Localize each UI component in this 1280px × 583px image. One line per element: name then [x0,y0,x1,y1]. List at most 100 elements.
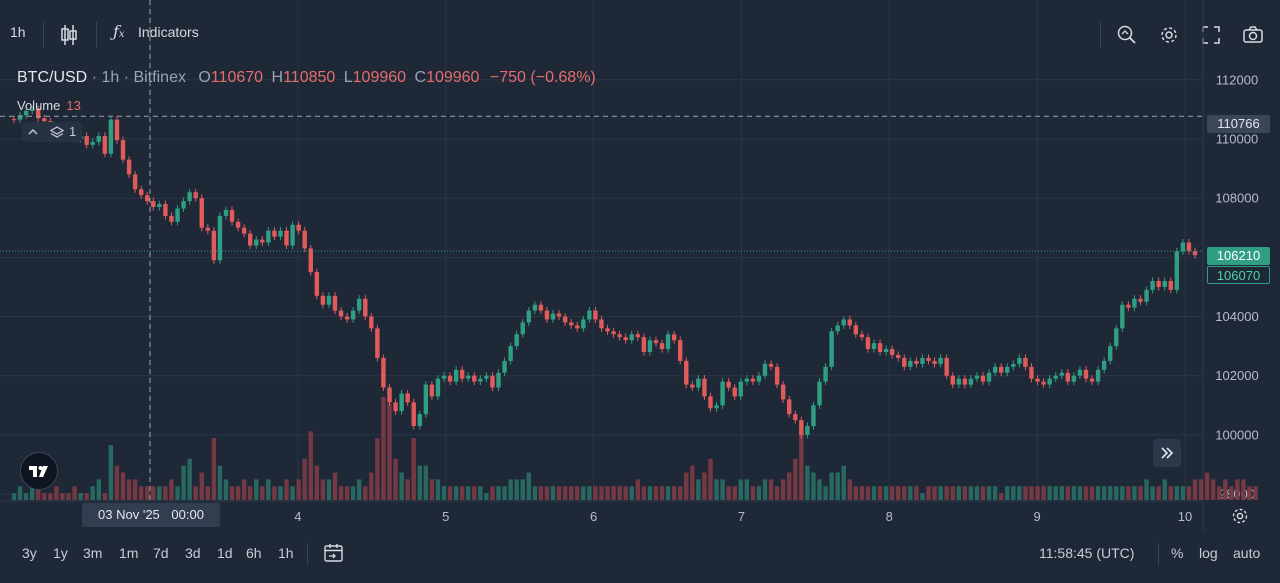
volume-legend: Volume 13 [17,98,81,113]
candle-body [902,357,907,367]
volume-bar [641,486,647,500]
interval-button[interactable]: 1h [10,24,26,40]
candle-body [744,378,750,382]
volume-bar [871,486,877,500]
volume-bar [447,486,453,500]
volume-bar [42,493,47,500]
volume-bar [96,479,101,500]
candle-body [478,378,483,382]
volume-bar [1180,486,1186,500]
range-1h[interactable]: 1h [278,545,294,561]
indicators-button[interactable]: Indicators [138,24,199,40]
volume-bar [665,486,671,500]
layers-icon[interactable] [50,125,64,139]
volume-bar [732,486,737,500]
candle-body [708,396,713,409]
candle-body [151,201,156,208]
candle-body [126,159,132,175]
candle-body [466,375,471,379]
range-6h[interactable]: 6h [246,545,262,561]
candle-body [199,198,204,228]
volume-bar [1053,486,1058,500]
change-value: −750 (−0.68%) [489,69,596,86]
tradingview-logo[interactable] [20,452,58,490]
candle-body [187,192,192,202]
low-value: 109960 [352,69,407,86]
volume-bar [1210,479,1216,500]
range-7d[interactable]: 7d [153,545,169,561]
volume-bar [254,479,259,500]
volume-label[interactable]: Volume [17,98,61,113]
candle-body [787,399,792,415]
range-1m[interactable]: 1m [119,545,139,561]
candle-body [768,363,774,367]
volume-bar [829,472,834,500]
symbol-name[interactable]: BTC/USD [17,69,88,86]
volume-bar [1138,486,1143,500]
volume-bar [157,486,162,500]
volume-bar [472,486,477,500]
crosshair-date: 03 Nov '25 [98,507,160,522]
volume-bar [1168,486,1173,500]
candle-body [169,215,174,222]
candle-body [1029,366,1034,379]
volume-bar [805,465,810,500]
auto-toggle[interactable]: auto [1233,545,1261,561]
candle-body [1011,363,1016,367]
range-3m[interactable]: 3m [83,545,103,561]
top-toolbar: 1h ƒx Indicators [0,0,1280,70]
volume-bar [950,486,955,500]
chevron-up-icon[interactable] [28,127,38,137]
candle-body [350,310,356,320]
candle-body [1065,372,1071,382]
camera-icon[interactable] [1243,26,1263,44]
range-1d[interactable]: 1d [217,545,233,561]
range-3y[interactable]: 3y [22,545,37,561]
range-3d[interactable]: 3d [185,545,201,561]
axis-settings-icon[interactable] [1231,507,1249,525]
scroll-to-realtime-button[interactable] [1153,439,1181,467]
x-axis-tick: 10 [1178,509,1192,524]
legend-exchange: Bitfinex [133,69,186,86]
volume-bar [278,486,283,500]
candle-body [823,366,828,382]
volume-bar [199,472,204,500]
utc-clock[interactable]: 11:58:45 (UTC) [1039,545,1135,561]
volume-bar [90,486,95,500]
candle-body [962,378,968,385]
candle-body [762,363,768,376]
fx-icon[interactable]: ƒx [113,22,125,41]
candle-body [296,224,301,231]
volume-bar [823,486,828,500]
candle-body [556,313,562,317]
calendar-goto-icon[interactable] [323,542,345,564]
zoom-search-icon[interactable] [1117,25,1137,45]
volume-bar [453,486,459,500]
candle-body [623,337,628,341]
volume-bar [78,493,83,500]
gear-icon[interactable] [1159,25,1179,45]
volume-bar [1047,486,1052,500]
volume-bar [375,438,380,500]
volume-bar [708,458,713,500]
last-price-label: 106210 [1207,247,1270,265]
volume-bar [696,479,701,500]
low-label: L [343,69,353,86]
candle-body [793,414,798,421]
volume-bar [272,486,277,500]
percent-toggle[interactable]: % [1171,545,1184,561]
candle-body [23,110,29,116]
range-1y[interactable]: 1y [53,545,68,561]
volume-bar [1132,486,1137,500]
candle-body [399,393,404,412]
candle-body [502,360,507,373]
candle-body [96,135,101,142]
candle-body [1150,281,1155,290]
candle-body [332,295,338,311]
volume-bar [145,486,150,500]
volume-bar [623,486,628,500]
volume-bar [817,479,822,500]
candles-icon[interactable] [60,24,78,46]
log-toggle[interactable]: log [1199,545,1218,561]
candle-body [1132,298,1137,308]
